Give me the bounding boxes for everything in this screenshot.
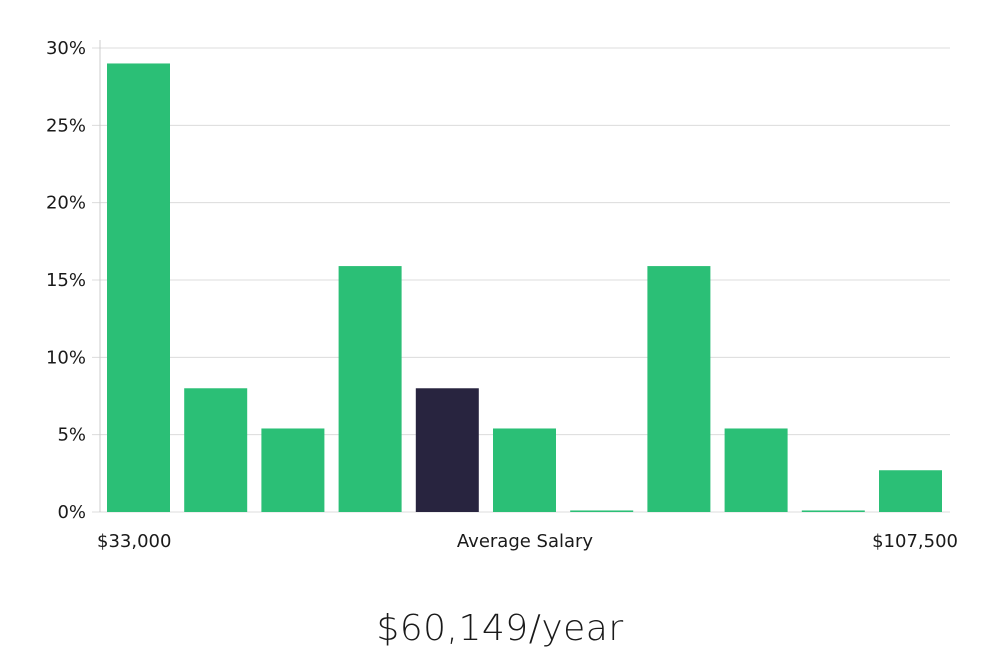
x-min-label: $33,000 <box>97 531 171 552</box>
y-tick-label: 0% <box>57 502 86 523</box>
y-tick-label: 30% <box>46 38 86 59</box>
average-salary-value: $60,149/year <box>376 608 624 649</box>
bars <box>107 63 942 512</box>
y-tick-label: 20% <box>46 193 86 214</box>
bar <box>724 428 788 512</box>
y-tick-label: 10% <box>46 347 86 368</box>
y-tick-label: 5% <box>57 425 86 446</box>
bar <box>107 63 170 512</box>
salary-distribution-chart: 0% 5% 10% 15% 20% 25% 30% $33,000 Average Sala… <box>46 38 958 552</box>
y-axis-ticks: 0% 5% 10% 15% 20% 25% 30% <box>46 38 86 523</box>
bar <box>184 388 248 512</box>
bar <box>261 428 325 512</box>
bar <box>647 266 711 512</box>
bar <box>570 510 634 512</box>
y-tick-label: 25% <box>46 115 86 136</box>
x-center-label: Average Salary <box>457 531 594 552</box>
bar <box>879 470 942 512</box>
bar <box>493 428 556 512</box>
y-tick-label: 15% <box>46 270 86 291</box>
bar-average-highlight <box>415 388 479 512</box>
bar <box>338 266 402 512</box>
x-axis-labels: $33,000 Average Salary $107,500 <box>97 531 958 552</box>
bar <box>801 510 865 512</box>
x-max-label: $107,500 <box>872 531 958 552</box>
